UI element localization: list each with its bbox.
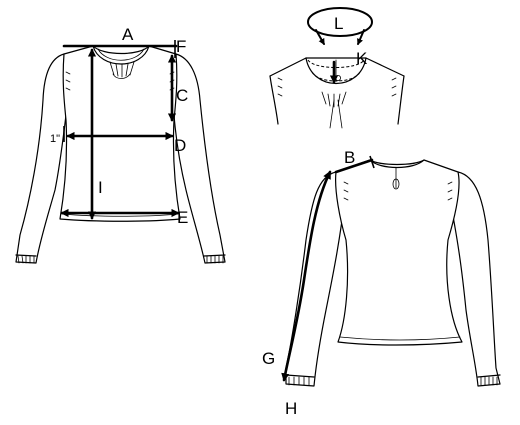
back-right-sleeve: [447, 171, 501, 387]
label-C: C: [176, 86, 188, 105]
front-gathers: [109, 61, 135, 79]
label-I: I: [98, 178, 103, 197]
back-body: [335, 159, 463, 346]
label-K: K: [356, 49, 368, 68]
front-body: [59, 45, 181, 222]
measure-line-G: [281, 170, 332, 382]
label-H: H: [285, 399, 297, 418]
label-L: L: [334, 14, 343, 33]
measure-loop-L: [307, 7, 373, 37]
front-cuffs: [15, 254, 226, 264]
front-left-sleeve: [15, 53, 67, 264]
front-view: A F C D I E 1": [15, 25, 226, 264]
label-G: G: [262, 349, 275, 368]
back-cuffs: [285, 374, 501, 386]
label-B: B: [344, 148, 355, 167]
label-E: E: [177, 208, 188, 227]
measure-line-B: [334, 158, 374, 174]
back-view: B G H: [262, 148, 501, 418]
label-D: D: [174, 136, 186, 155]
collar-detail-view: K L: [269, 7, 405, 129]
back-left-sleeve: [285, 171, 347, 387]
front-right-sleeve: [173, 53, 226, 264]
label-A: A: [122, 25, 134, 44]
collar-stitch-line: [307, 59, 365, 68]
label-one-inch: 1": [50, 133, 60, 145]
label-F: F: [176, 37, 186, 56]
